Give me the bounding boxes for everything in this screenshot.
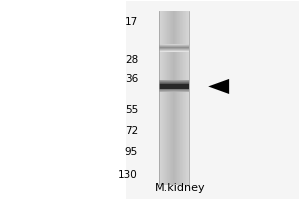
Bar bbox=[159, 11, 160, 185]
Bar bbox=[167, 11, 168, 185]
Bar bbox=[179, 11, 180, 185]
Bar bbox=[173, 11, 174, 185]
Text: 130: 130 bbox=[118, 170, 138, 180]
Bar bbox=[126, 1, 299, 199]
Bar bbox=[165, 11, 166, 185]
Bar bbox=[172, 11, 173, 185]
Bar bbox=[161, 11, 162, 185]
Bar bbox=[176, 11, 177, 185]
Bar bbox=[166, 11, 167, 185]
Bar bbox=[180, 11, 181, 185]
Text: M.kidney: M.kidney bbox=[154, 183, 205, 193]
Bar bbox=[184, 11, 185, 185]
Bar bbox=[164, 11, 165, 185]
Text: 36: 36 bbox=[125, 74, 138, 84]
Bar bbox=[188, 11, 189, 185]
Bar bbox=[162, 11, 163, 185]
Bar bbox=[160, 11, 161, 185]
Bar bbox=[177, 11, 178, 185]
Text: 55: 55 bbox=[125, 105, 138, 115]
Text: 72: 72 bbox=[125, 126, 138, 136]
Bar bbox=[185, 11, 186, 185]
Bar bbox=[183, 11, 184, 185]
Bar bbox=[182, 11, 183, 185]
Bar bbox=[169, 11, 170, 185]
Bar bbox=[170, 11, 171, 185]
Bar bbox=[163, 11, 164, 185]
Text: 95: 95 bbox=[125, 147, 138, 157]
Bar bbox=[174, 11, 175, 185]
Bar bbox=[159, 84, 189, 89]
Bar bbox=[187, 11, 188, 185]
Bar bbox=[186, 11, 187, 185]
Bar bbox=[178, 11, 179, 185]
Bar bbox=[168, 11, 169, 185]
Text: 28: 28 bbox=[125, 55, 138, 65]
Bar bbox=[175, 11, 176, 185]
Bar bbox=[171, 11, 172, 185]
Polygon shape bbox=[208, 79, 229, 94]
Text: 17: 17 bbox=[125, 17, 138, 27]
Bar bbox=[181, 11, 182, 185]
